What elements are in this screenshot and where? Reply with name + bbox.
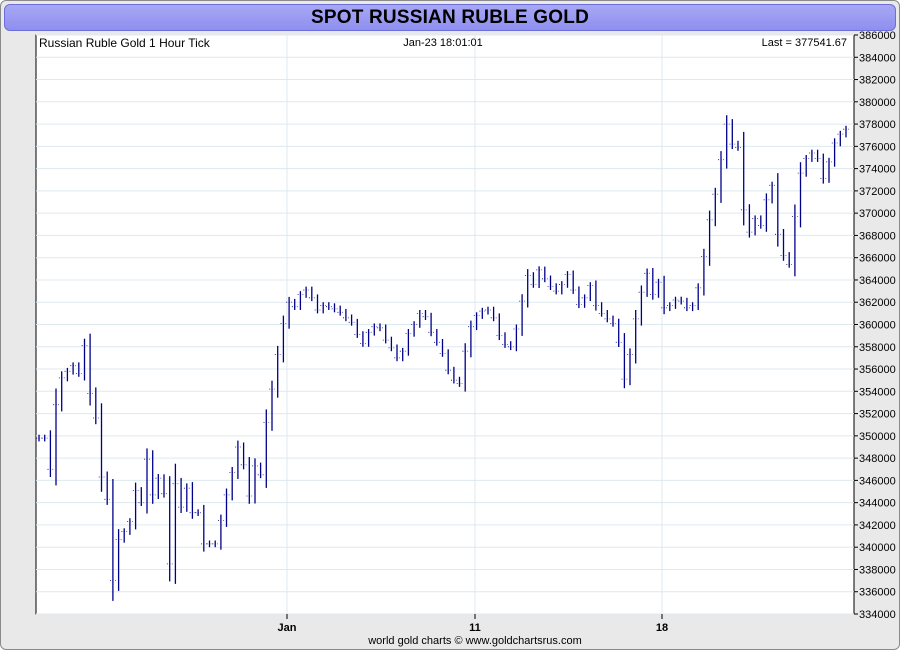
y-tick-label: 346000	[859, 475, 896, 487]
y-tick-label: 344000	[859, 498, 896, 510]
y-tick-label: 374000	[859, 164, 896, 176]
y-tick-label: 354000	[859, 386, 896, 398]
y-tick-label: 382000	[859, 75, 896, 87]
grid	[36, 34, 854, 615]
y-tick-label: 364000	[859, 275, 896, 287]
x-tick-label: 11	[469, 622, 481, 634]
y-tick-label: 380000	[859, 97, 896, 109]
y-tick-label: 340000	[859, 542, 896, 554]
x-axis: Jan 11 18	[278, 614, 668, 634]
y-tick-label: 362000	[859, 297, 896, 309]
y-tick-label: 338000	[859, 564, 896, 576]
y-tick-label: 376000	[859, 141, 896, 153]
y-axis: 386000 384000 382000 380000 378000 376000 3740…	[854, 30, 896, 621]
title-bar: SPOT RUSSIAN RUBLE GOLD	[4, 4, 896, 31]
y-tick-label: 360000	[859, 320, 896, 332]
x-tick-label: 18	[656, 622, 668, 634]
last-price-label: Last = 377541.67	[762, 37, 847, 49]
y-tick-label: 368000	[859, 230, 896, 242]
y-tick-label: 336000	[859, 587, 896, 599]
price-bars	[36, 115, 849, 601]
footer-credit: world gold charts © www.goldchartsrus.co…	[367, 635, 582, 647]
y-tick-label: 352000	[859, 409, 896, 421]
y-tick-label: 370000	[859, 208, 896, 220]
y-tick-label: 358000	[859, 342, 896, 354]
timestamp-label: Jan-23 18:01:01	[403, 37, 483, 49]
y-tick-label: 384000	[859, 52, 896, 64]
y-tick-label: 386000	[859, 30, 896, 42]
y-tick-label: 348000	[859, 453, 896, 465]
y-tick-label: 356000	[859, 364, 896, 376]
chart-subtitle: Russian Ruble Gold 1 Hour Tick	[39, 36, 211, 50]
x-tick-label: Jan	[278, 622, 297, 634]
y-tick-label: 366000	[859, 253, 896, 265]
chart-title: SPOT RUSSIAN RUBLE GOLD	[310, 6, 589, 28]
y-tick-label: 378000	[859, 119, 896, 131]
y-tick-label: 350000	[859, 431, 896, 443]
y-tick-label: 334000	[859, 609, 896, 621]
y-tick-label: 372000	[859, 186, 896, 198]
y-tick-label: 342000	[859, 520, 896, 532]
